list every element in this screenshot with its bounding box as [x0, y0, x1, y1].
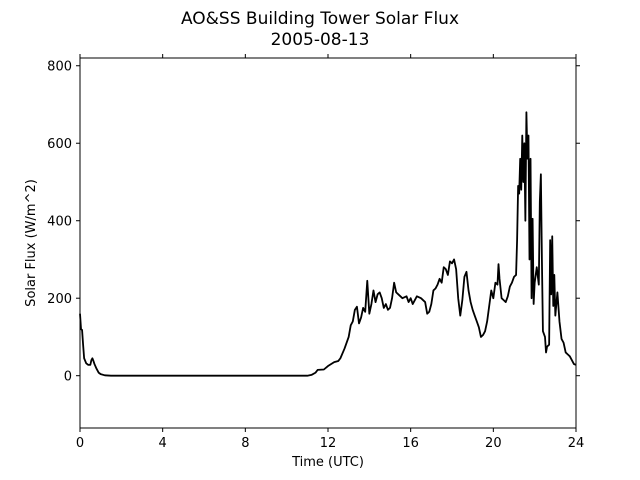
x-tick-label: 8	[241, 436, 249, 451]
x-tick-label: 24	[568, 436, 585, 451]
y-tick-label: 200	[47, 292, 72, 307]
x-tick-label: 16	[402, 436, 419, 451]
x-tick-label: 4	[159, 436, 167, 451]
y-tick-label: 0	[64, 370, 72, 385]
y-tick-label: 400	[47, 215, 72, 230]
x-tick-label: 20	[485, 436, 502, 451]
x-tick-label: 0	[76, 436, 84, 451]
chart-title: AO&SS Building Tower Solar Flux	[181, 9, 459, 29]
y-tick-label: 800	[47, 60, 72, 75]
chart-subtitle: 2005-08-13	[271, 30, 370, 50]
y-axis-label: Solar Flux (W/m^2)	[24, 179, 39, 307]
x-tick-label: 12	[320, 436, 337, 451]
x-axis-ticks: 0 4 8 12 16 20 24	[76, 54, 584, 451]
series-line-solar-flux	[79, 111, 577, 377]
y-tick-label: 600	[47, 137, 72, 152]
x-axis-label: Time (UTC)	[291, 455, 364, 470]
plot-frame	[79, 57, 577, 429]
y-axis-ticks: 0 200 400 600 800	[47, 60, 580, 385]
